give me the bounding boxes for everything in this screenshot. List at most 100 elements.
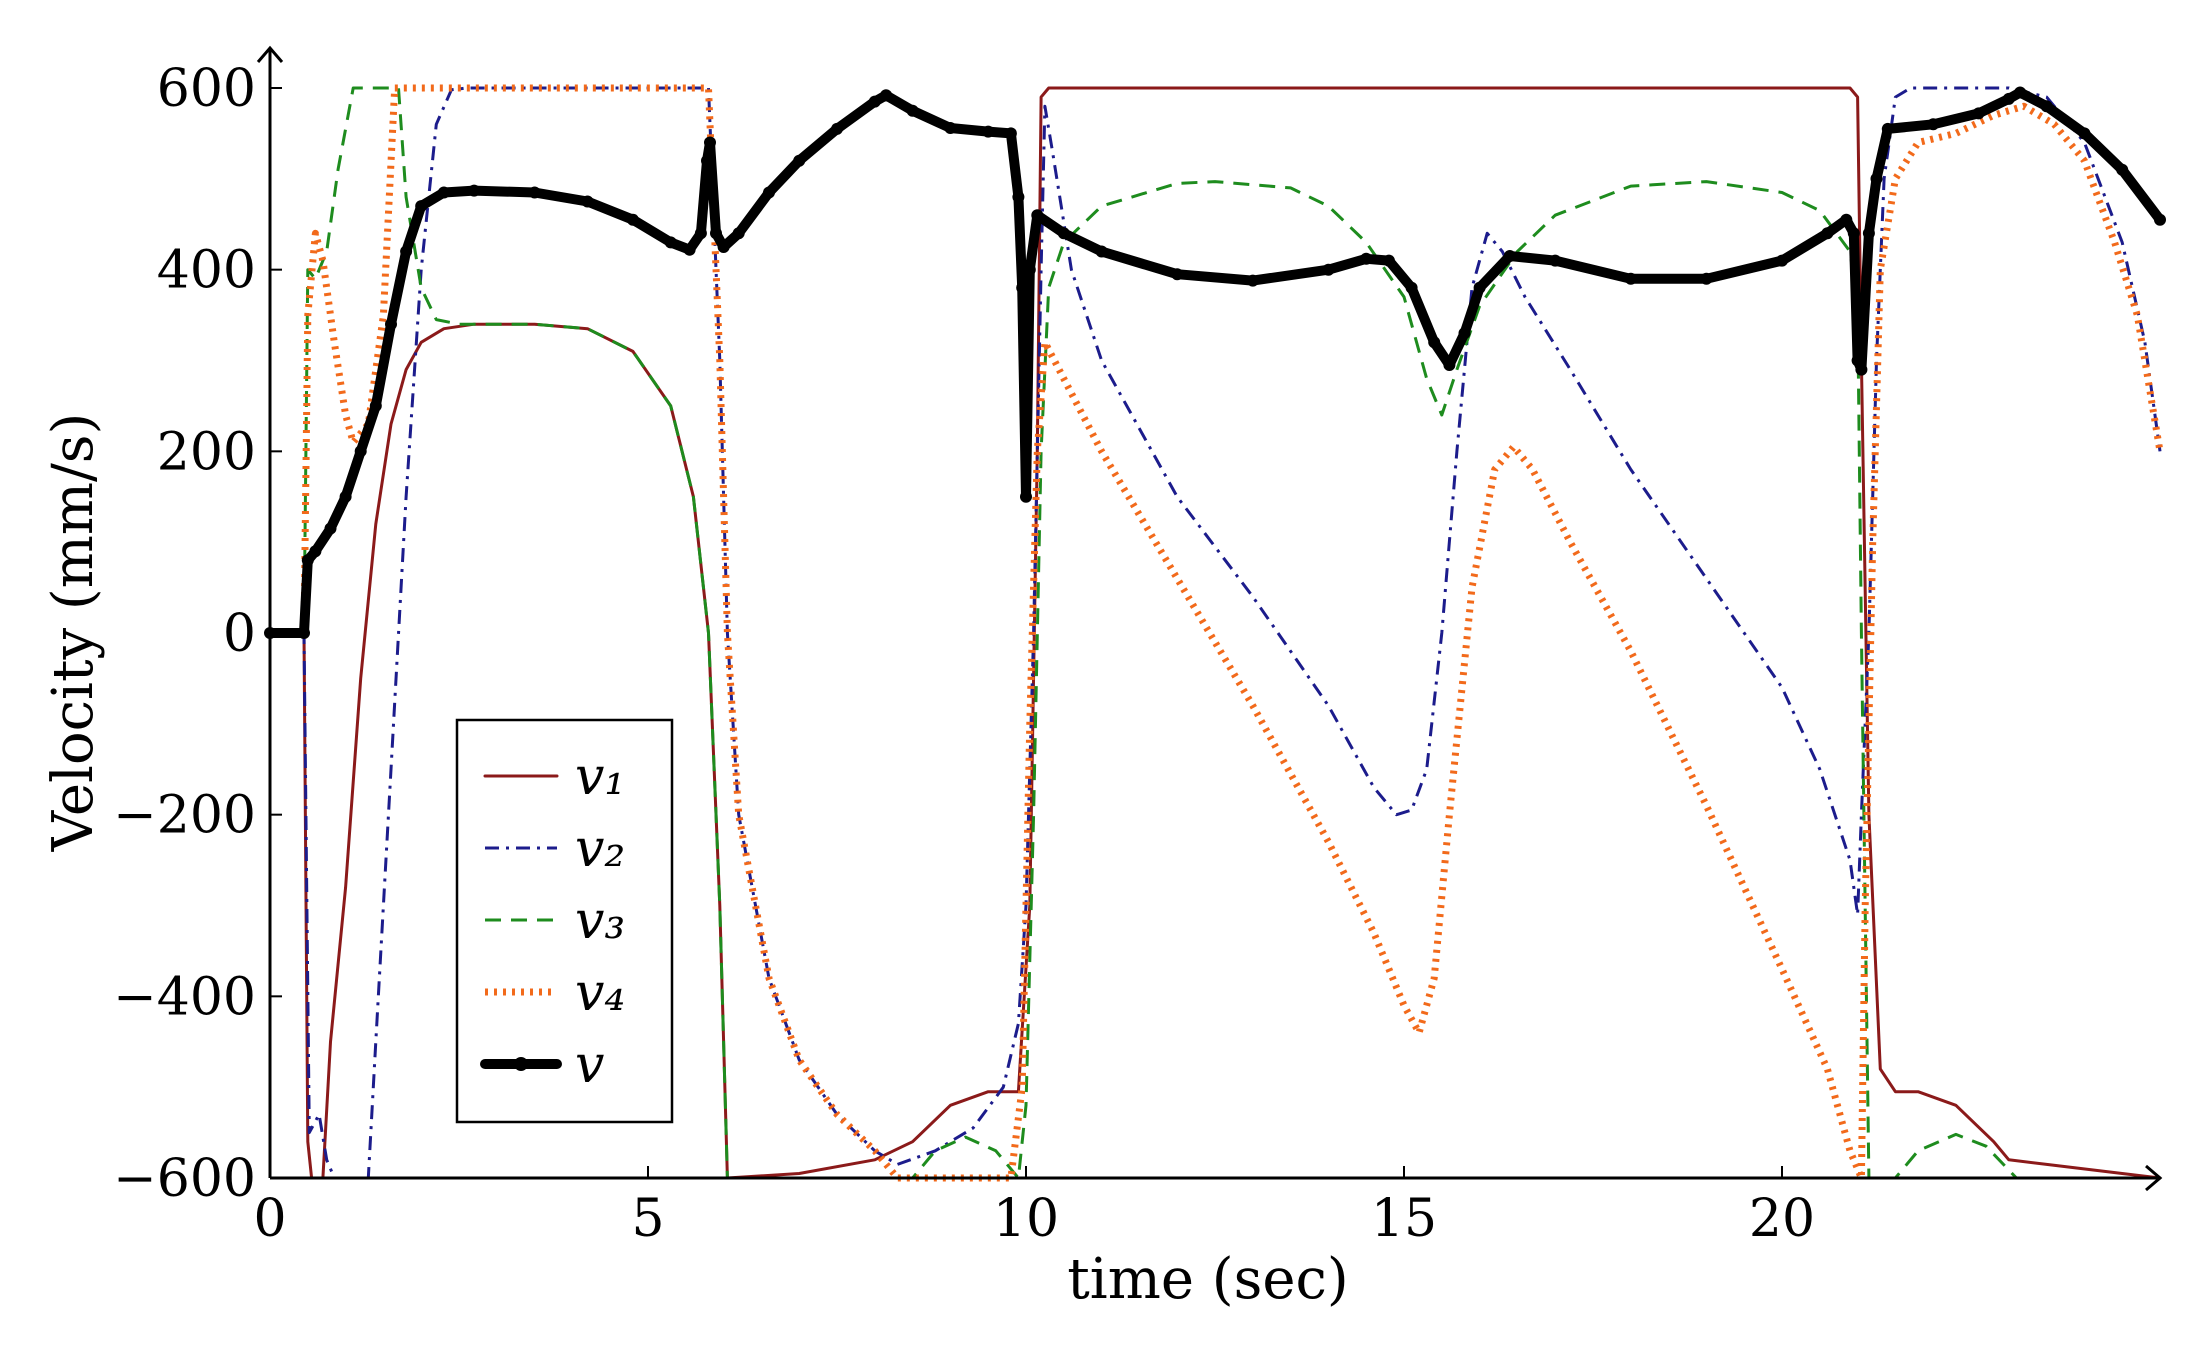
y-tick-label: 200 [157,422,256,482]
x-tick-label: 20 [1749,1189,1815,1249]
series-v-marker [298,627,310,639]
series-v-marker [1549,254,1562,267]
series-v-marker [694,227,707,240]
series-v-marker [1881,122,1894,135]
y-tick-label: −600 [113,1149,256,1209]
series-v-marker [468,184,481,197]
series-v-marker [868,95,881,108]
series-v-marker [683,243,696,256]
series-v-marker [1443,359,1456,371]
legend-label-v2: v₂ [575,819,625,879]
series-v-marker [1405,281,1418,294]
series-v-marker [437,186,450,199]
series-v-marker [906,104,919,117]
series-v-marker [1870,172,1883,185]
legend-label-v1: v₁ [575,747,625,807]
legend-label-v3: v₃ [575,891,625,951]
series-v-marker [1360,252,1373,265]
legend-label-v: v [575,1035,604,1095]
series-v-marker [385,318,397,331]
series-v-marker [1095,245,1108,258]
series-line-v2 [270,86,2162,1180]
series-v-marker [1458,327,1471,340]
series-v-marker [400,245,413,258]
series-v-marker [1246,274,1259,287]
series-v-marker [581,195,594,208]
y-tick-label: 600 [157,59,256,119]
legend-marker-v [514,1057,528,1071]
series-v-marker [982,125,995,138]
series-v-marker [1171,268,1184,281]
x-axis-label: time (sec) [1067,1247,1348,1312]
series-v-marker [793,154,806,167]
series-v-marker [626,213,639,226]
series-v-marker [309,545,322,558]
series-line-v1 [268,86,2162,1180]
series-v-marker [1847,227,1860,240]
series-v-marker [1428,336,1441,349]
series-v-marker [1031,209,1044,222]
series-v-marker [369,399,382,412]
x-tick-label: 0 [253,1189,286,1249]
series-v-marker [1020,490,1032,503]
series-v-marker [2002,92,2015,105]
series-v-marker [1700,272,1713,285]
x-axis-arrowhead [2145,1164,2163,1192]
series-v-marker [1624,272,1637,285]
series-v-marker [2078,127,2091,140]
series-v-marker [528,186,541,199]
series-v-marker [1322,263,1335,276]
series-v-marker [1473,281,1486,294]
series-v-marker [339,490,352,503]
legend-label-v4: v₄ [575,963,625,1023]
axes-layer [256,45,2163,1192]
ticks-layer: 0 5 10 15 20 −600 −400 −200 0 200 400 600 [113,59,1815,1249]
series-v-marker [354,445,367,458]
series-v-marker [944,122,957,134]
series-v-marker [1012,191,1025,203]
y-axis-arrowhead [256,45,284,63]
series-v-marker [415,200,428,213]
y-tick-label: 0 [223,604,256,664]
series-v-marker [2014,86,2027,99]
series-v-marker [664,236,677,249]
series-v-marker [717,241,730,253]
x-tick-label: 10 [993,1189,1059,1249]
series-v-marker [1057,227,1070,240]
series-line-v4 [270,84,2164,1182]
series-v-marker [701,154,713,167]
series-v-marker [880,89,893,102]
series-v-marker [1821,227,1834,240]
series-v-marker [1972,107,1985,120]
series-v-marker [831,122,843,135]
y-tick-label: −400 [113,967,256,1027]
series-v-marker [763,186,775,199]
series-v-marker [710,227,722,240]
y-tick-label: 400 [157,241,256,301]
series-v-marker [2116,163,2129,176]
series-v-marker [1776,254,1788,267]
series-v-marker [2040,100,2053,113]
series-v-marker [301,554,314,567]
legend: v₁ v₂ v₃ v₄ v [455,718,674,1124]
series-v-marker [1851,354,1864,367]
series-v-marker [1503,250,1516,262]
series-v-marker [324,522,337,535]
x-tick-label: 5 [631,1189,664,1249]
x-tick-label: 15 [1371,1189,1437,1249]
y-axis-label: Velocity (mm/s) [41,413,106,853]
series-v-marker [1840,213,1853,226]
series-v-marker [1855,363,1868,376]
series-v-marker [1023,263,1036,276]
series-v-marker [1382,254,1395,267]
series-v-marker [2154,213,2166,226]
series-v-marker [1004,127,1017,140]
series-v-marker [732,227,745,240]
series-layer [264,84,2166,1182]
series-v-marker [704,136,716,149]
series-v-marker [1016,281,1029,294]
series-v-marker [1862,227,1875,240]
series-v-marker [1927,118,1940,131]
y-tick-label: −200 [113,786,256,846]
